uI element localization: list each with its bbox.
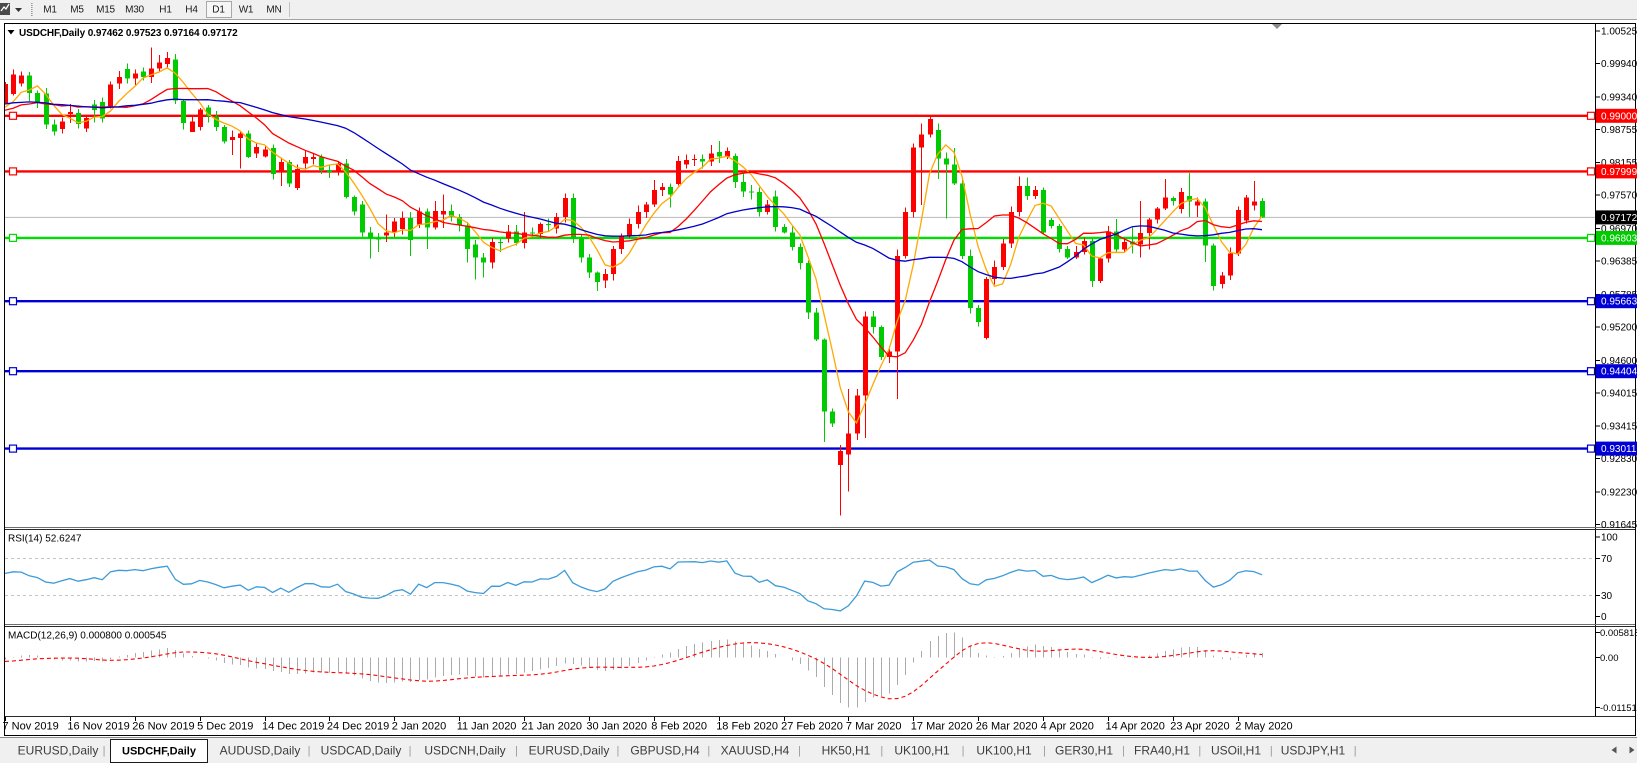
svg-text:70: 70	[1601, 554, 1613, 565]
svg-text:5 Dec 2019: 5 Dec 2019	[197, 721, 253, 733]
svg-text:FRA40,H1: FRA40,H1	[1134, 744, 1190, 758]
svg-text:0.97172: 0.97172	[1601, 213, 1637, 224]
svg-text:USDCAD,Daily: USDCAD,Daily	[321, 744, 402, 758]
svg-text:HK50,H1: HK50,H1	[822, 744, 871, 758]
svg-text:4 Apr 2020: 4 Apr 2020	[1041, 721, 1094, 733]
svg-text:0.95663: 0.95663	[1601, 297, 1637, 308]
svg-text:30: 30	[1601, 591, 1613, 602]
svg-text:26 Mar 2020: 26 Mar 2020	[976, 721, 1038, 733]
svg-text:MN: MN	[266, 5, 281, 16]
svg-text:M1: M1	[43, 5, 57, 16]
svg-text:11 Jan 2020: 11 Jan 2020	[457, 721, 517, 733]
svg-text:EURUSD,Daily: EURUSD,Daily	[18, 744, 99, 758]
svg-text:0.96970: 0.96970	[1601, 224, 1637, 235]
svg-text:H1: H1	[159, 5, 172, 16]
svg-text:0.92230: 0.92230	[1601, 488, 1637, 499]
svg-text:14 Apr 2020: 14 Apr 2020	[1106, 721, 1165, 733]
svg-text:M5: M5	[70, 5, 84, 16]
svg-text:AUDUSD,Daily: AUDUSD,Daily	[220, 744, 301, 758]
svg-text:2 May 2020: 2 May 2020	[1235, 721, 1292, 733]
svg-text:100: 100	[1601, 533, 1618, 544]
svg-text:|: |	[880, 745, 883, 757]
svg-text:2 Jan 2020: 2 Jan 2020	[392, 721, 446, 733]
svg-text:EURUSD,Daily: EURUSD,Daily	[529, 744, 610, 758]
svg-text:0.94015: 0.94015	[1601, 388, 1637, 399]
svg-text:0.93415: 0.93415	[1601, 422, 1637, 433]
svg-text:16 Nov 2019: 16 Nov 2019	[67, 721, 129, 733]
svg-text:-0.01151: -0.01151	[1600, 703, 1637, 714]
svg-text:0: 0	[1601, 612, 1607, 623]
svg-text:0.00: 0.00	[1600, 653, 1619, 664]
svg-text:|: |	[1122, 745, 1125, 757]
svg-text:0.96385: 0.96385	[1601, 257, 1637, 268]
svg-text:14 Dec 2019: 14 Dec 2019	[262, 721, 324, 733]
svg-text:27 Feb 2020: 27 Feb 2020	[781, 721, 843, 733]
svg-text:RSI(14) 52.6247: RSI(14) 52.6247	[8, 534, 82, 545]
svg-text:0.99000: 0.99000	[1601, 111, 1637, 122]
svg-text:|: |	[1198, 745, 1201, 757]
svg-text:18 Feb 2020: 18 Feb 2020	[716, 721, 778, 733]
svg-text:MACD(12,26,9) 0.000800 0.00054: MACD(12,26,9) 0.000800 0.000545	[8, 631, 167, 642]
svg-text:21 Jan 2020: 21 Jan 2020	[522, 721, 583, 733]
svg-text:UK100,H1: UK100,H1	[894, 744, 950, 758]
svg-text:30 Jan 2020: 30 Jan 2020	[586, 721, 647, 733]
svg-text:|: |	[962, 745, 965, 757]
svg-text:0.99940: 0.99940	[1601, 59, 1637, 70]
svg-text:|: |	[1354, 745, 1357, 757]
svg-text:USDJPY,H1: USDJPY,H1	[1281, 744, 1346, 758]
svg-text:GBPUSD,H4: GBPUSD,H4	[630, 744, 700, 758]
svg-text:USOil,H1: USOil,H1	[1211, 744, 1261, 758]
svg-text:GER30,H1: GER30,H1	[1055, 744, 1113, 758]
svg-text:USDCNH,Daily: USDCNH,Daily	[424, 744, 505, 758]
svg-text:H4: H4	[185, 5, 198, 16]
svg-text:0.93011: 0.93011	[1601, 444, 1637, 455]
svg-text:|: |	[409, 745, 412, 757]
svg-text:|: |	[308, 745, 311, 757]
svg-text:M15: M15	[96, 5, 115, 16]
svg-text:1.00525: 1.00525	[1601, 27, 1637, 38]
svg-text:0.94600: 0.94600	[1601, 356, 1637, 367]
svg-text:0.92830: 0.92830	[1601, 454, 1637, 465]
svg-text:0.96803: 0.96803	[1601, 233, 1637, 244]
svg-text:0.91645: 0.91645	[1601, 520, 1637, 531]
svg-text:23 Apr 2020: 23 Apr 2020	[1170, 721, 1229, 733]
svg-text:M30: M30	[125, 5, 144, 16]
svg-text:0.98755: 0.98755	[1601, 125, 1637, 136]
svg-text:W1: W1	[239, 5, 254, 16]
svg-text:D1: D1	[212, 5, 225, 16]
svg-text:0.97570: 0.97570	[1601, 191, 1637, 202]
svg-text:|: |	[1043, 745, 1046, 757]
svg-text:0.95200: 0.95200	[1601, 323, 1637, 334]
svg-text:|: |	[1270, 745, 1273, 757]
svg-text:|: |	[707, 745, 710, 757]
svg-text:|: |	[103, 745, 106, 757]
svg-text:|: |	[798, 745, 801, 757]
svg-text:0.94404: 0.94404	[1601, 367, 1637, 378]
svg-text:USDCHF,Daily 0.97462 0.97523: USDCHF,Daily 0.97462 0.97523 0.97164 0.9…	[19, 28, 238, 39]
svg-text:26 Nov 2019: 26 Nov 2019	[132, 721, 194, 733]
svg-text:0.99340: 0.99340	[1601, 92, 1637, 103]
svg-text:|: |	[515, 745, 518, 757]
svg-text:7 Mar 2020: 7 Mar 2020	[846, 721, 902, 733]
svg-text:|: |	[616, 745, 619, 757]
svg-text:XAUUSD,H4: XAUUSD,H4	[721, 744, 790, 758]
svg-text:24 Dec 2019: 24 Dec 2019	[327, 721, 389, 733]
svg-text:0.97999: 0.97999	[1601, 167, 1637, 178]
svg-text:0.98155: 0.98155	[1601, 158, 1637, 169]
svg-text:8 Feb 2020: 8 Feb 2020	[651, 721, 707, 733]
svg-text:17 Mar 2020: 17 Mar 2020	[911, 721, 973, 733]
svg-text:0.005818: 0.005818	[1600, 628, 1637, 639]
svg-text:UK100,H1: UK100,H1	[976, 744, 1032, 758]
svg-text:7 Nov 2019: 7 Nov 2019	[3, 721, 59, 733]
svg-text:USDCHF,Daily: USDCHF,Daily	[122, 746, 197, 758]
